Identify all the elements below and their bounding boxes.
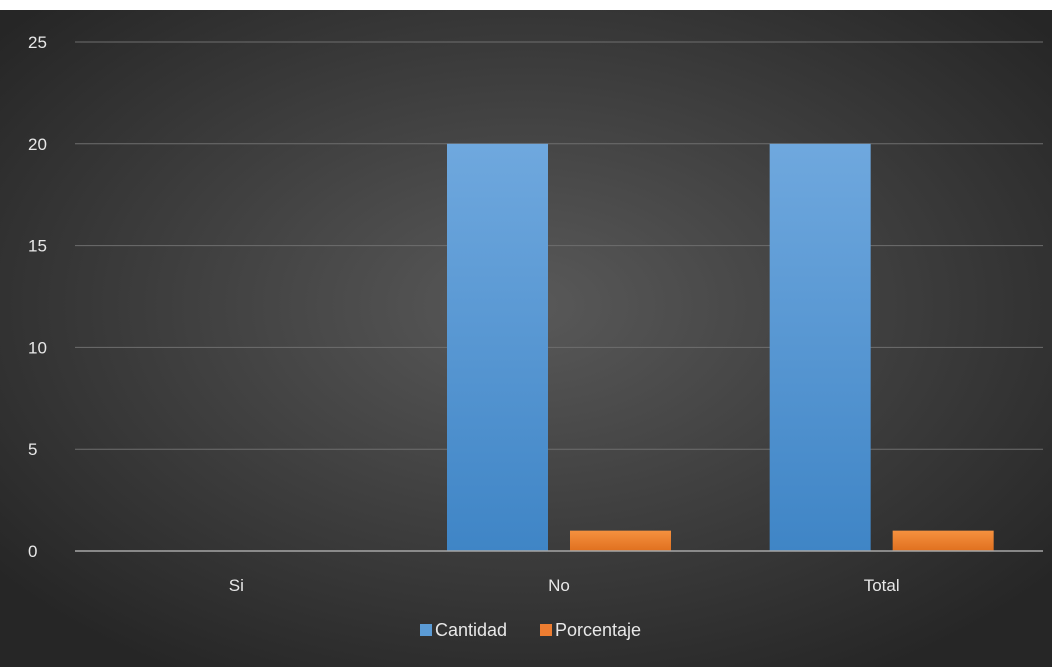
y-tick-label: 0 [28, 542, 37, 561]
bar-porcentaje-no [570, 530, 671, 551]
x-category-label: No [548, 576, 570, 595]
x-category-label: Si [229, 576, 244, 595]
y-tick-label: 5 [28, 440, 37, 459]
x-axis-categories: Si No Total [229, 576, 900, 595]
legend-swatch-cantidad [420, 624, 432, 636]
bars [447, 143, 994, 552]
y-tick-label: 10 [28, 338, 47, 357]
legend-label-porcentaje: Porcentaje [555, 620, 641, 640]
bar-porcentaje-total [892, 530, 994, 551]
legend-label-cantidad: Cantidad [435, 620, 507, 640]
grid-lines [75, 41, 1043, 450]
y-tick-label: 15 [28, 237, 47, 256]
bar-cantidad-total [769, 143, 871, 552]
bar-chart: 0 5 10 15 20 25 Si No Total Cantidad Porcentaje [0, 10, 1052, 667]
y-tick-label: 20 [28, 135, 47, 154]
y-axis-ticks: 0 5 10 15 20 25 [28, 33, 47, 561]
legend-swatch-porcentaje [540, 624, 552, 636]
y-tick-label: 25 [28, 33, 47, 52]
bar-cantidad-no [447, 143, 548, 552]
x-category-label: Total [864, 576, 900, 595]
legend: Cantidad Porcentaje [420, 620, 641, 640]
